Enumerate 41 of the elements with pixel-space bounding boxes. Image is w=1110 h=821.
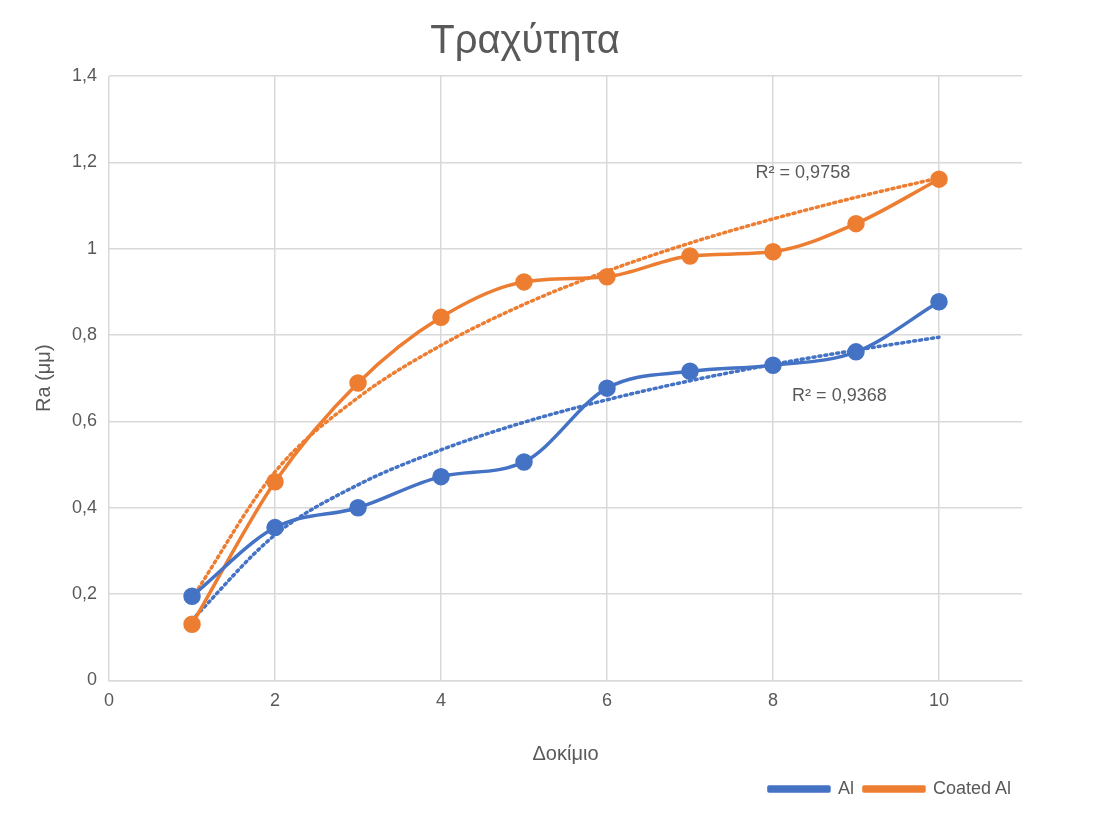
- point: [847, 214, 865, 233]
- x-tick-label: 0: [104, 690, 115, 711]
- point: [349, 374, 367, 392]
- point: [847, 343, 865, 361]
- point: [930, 170, 948, 188]
- point: [515, 273, 533, 291]
- point: [515, 453, 533, 471]
- point: [432, 308, 450, 327]
- annotation: R² = 0,9368: [792, 385, 887, 406]
- x-tick-label: 10: [928, 690, 950, 711]
- y-tick-label: 0,6: [71, 410, 98, 431]
- y-tick-label: 1: [87, 237, 98, 258]
- point: [764, 356, 782, 374]
- y-tick-label: 1,4: [71, 64, 98, 85]
- x-tick-label: 6: [602, 690, 613, 711]
- legend-label: Al: [837, 777, 854, 798]
- point: [764, 242, 782, 261]
- annotation: R² = 0,9758: [755, 161, 851, 182]
- x-tick-label: 2: [270, 690, 281, 711]
- x-tick-label: 8: [768, 690, 779, 711]
- y-tick-label: 0,2: [71, 583, 98, 604]
- point: [349, 498, 367, 517]
- y-axis-title: Ra (μμ): [31, 344, 54, 412]
- point: [183, 587, 201, 605]
- y-tick-label: 1,2: [71, 151, 98, 172]
- point: [598, 379, 616, 397]
- point: [266, 518, 284, 537]
- point: [266, 473, 284, 491]
- point: [183, 615, 201, 634]
- chart-title: Τραχύτητα: [430, 17, 620, 62]
- x-axis-title: Δοκίμιο: [532, 741, 599, 764]
- y-tick-label: 0,4: [71, 496, 98, 517]
- point: [598, 268, 616, 286]
- point: [681, 362, 699, 381]
- legend-label: Coated Al: [932, 777, 1012, 798]
- point: [930, 293, 948, 311]
- y-tick-label: 0,8: [71, 324, 98, 344]
- y-tick-label: 0: [87, 669, 98, 690]
- x-tick-label: 4: [436, 690, 447, 711]
- point: [681, 247, 699, 265]
- point: [432, 467, 450, 486]
